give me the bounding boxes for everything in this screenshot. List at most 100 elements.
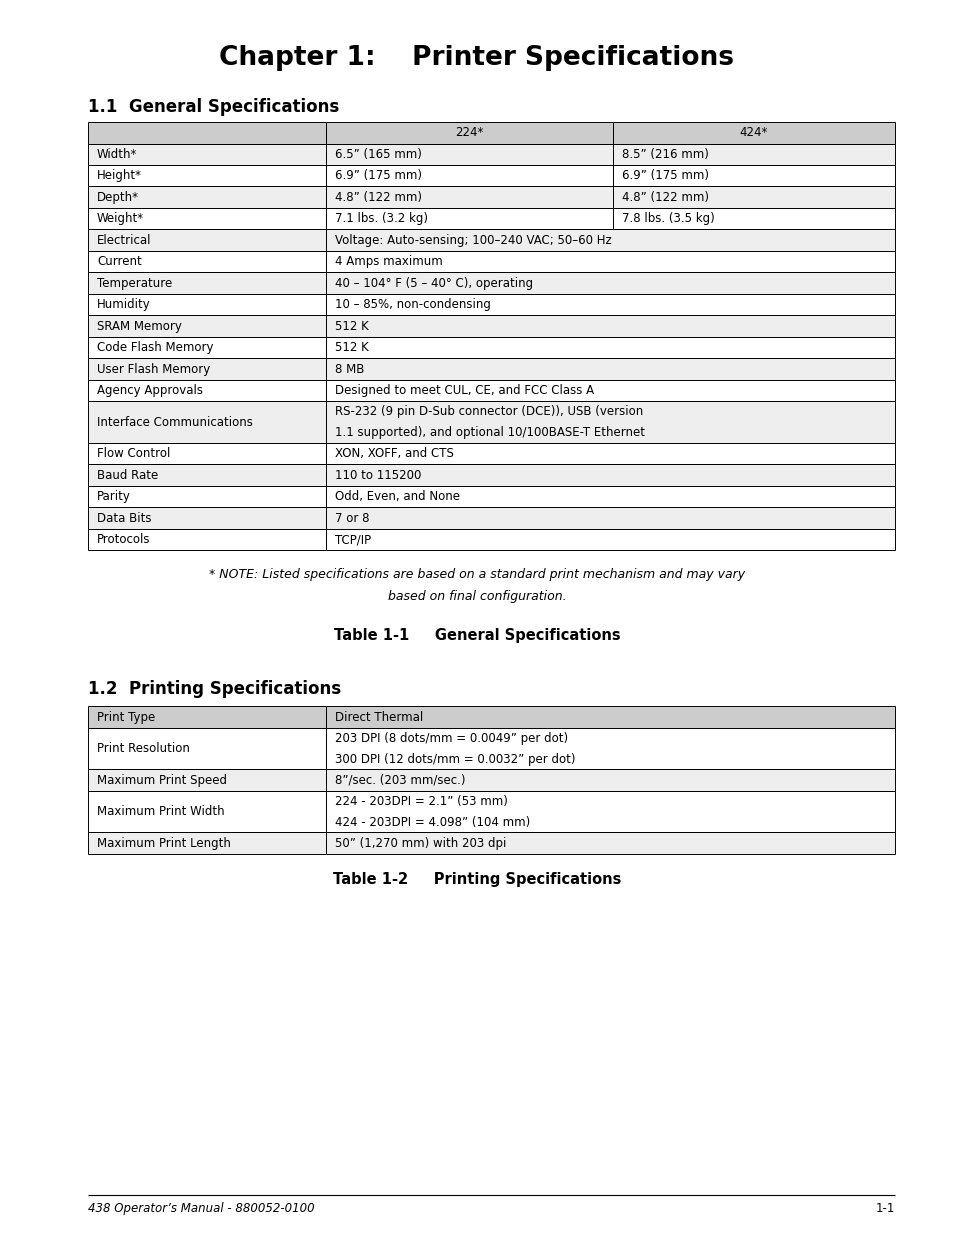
Text: TCP/IP: TCP/IP bbox=[335, 534, 371, 546]
Bar bbox=[88, 706, 326, 727]
Text: Flow Control: Flow Control bbox=[97, 447, 171, 461]
Text: Maximum Print Speed: Maximum Print Speed bbox=[97, 774, 227, 787]
Text: 438 Operator’s Manual - 880052-0100: 438 Operator’s Manual - 880052-0100 bbox=[88, 1202, 314, 1215]
Text: Width*: Width* bbox=[97, 148, 137, 161]
Bar bbox=[88, 727, 326, 769]
Text: 7.1 lbs. (3.2 kg): 7.1 lbs. (3.2 kg) bbox=[335, 212, 428, 225]
Bar bbox=[326, 401, 894, 443]
Text: Parity: Parity bbox=[97, 490, 131, 503]
Text: 110 to 115200: 110 to 115200 bbox=[335, 469, 421, 482]
Text: Direct Thermal: Direct Thermal bbox=[335, 711, 423, 724]
Text: Voltage: Auto-sensing; 100–240 VAC; 50–60 Hz: Voltage: Auto-sensing; 100–240 VAC; 50–6… bbox=[335, 233, 611, 247]
Text: 10 – 85%, non-condensing: 10 – 85%, non-condensing bbox=[335, 298, 491, 311]
Bar bbox=[88, 529, 326, 551]
Text: Table 1-1     General Specifications: Table 1-1 General Specifications bbox=[334, 629, 619, 643]
Bar bbox=[88, 143, 326, 165]
Bar bbox=[88, 186, 326, 207]
Text: 4 Amps maximum: 4 Amps maximum bbox=[335, 256, 442, 268]
Bar bbox=[326, 294, 894, 315]
Bar bbox=[612, 143, 894, 165]
Bar bbox=[612, 207, 894, 230]
Bar bbox=[88, 380, 326, 401]
Text: Interface Communications: Interface Communications bbox=[97, 416, 253, 429]
Text: Electrical: Electrical bbox=[97, 233, 152, 247]
Text: 8 MB: 8 MB bbox=[335, 363, 364, 375]
Bar bbox=[612, 165, 894, 186]
Text: 6.9” (175 mm): 6.9” (175 mm) bbox=[335, 169, 421, 183]
Text: Table 1-2     Printing Specifications: Table 1-2 Printing Specifications bbox=[333, 872, 620, 887]
Bar bbox=[326, 529, 894, 551]
Bar bbox=[88, 487, 326, 508]
Bar bbox=[326, 358, 894, 380]
Text: 8.5” (216 mm): 8.5” (216 mm) bbox=[621, 148, 708, 161]
Text: 203 DPI (8 dots/mm = 0.0049” per dot): 203 DPI (8 dots/mm = 0.0049” per dot) bbox=[335, 732, 568, 745]
Text: * NOTE: Listed specifications are based on a standard print mechanism and may va: * NOTE: Listed specifications are based … bbox=[209, 568, 744, 582]
Text: 1.2  Printing Specifications: 1.2 Printing Specifications bbox=[88, 680, 341, 699]
Text: 512 K: 512 K bbox=[335, 341, 369, 354]
Text: 4.8” (122 mm): 4.8” (122 mm) bbox=[621, 190, 708, 204]
Text: XON, XOFF, and CTS: XON, XOFF, and CTS bbox=[335, 447, 454, 461]
Text: Height*: Height* bbox=[97, 169, 142, 183]
Text: Baud Rate: Baud Rate bbox=[97, 469, 158, 482]
Text: Print Resolution: Print Resolution bbox=[97, 742, 190, 756]
Bar bbox=[88, 207, 326, 230]
Bar bbox=[326, 143, 612, 165]
Bar bbox=[326, 727, 894, 769]
Text: Humidity: Humidity bbox=[97, 298, 151, 311]
Bar bbox=[326, 165, 612, 186]
Bar bbox=[88, 464, 326, 487]
Text: 224 - 203DPI = 2.1” (53 mm): 224 - 203DPI = 2.1” (53 mm) bbox=[335, 795, 507, 808]
Bar bbox=[326, 464, 894, 487]
Bar bbox=[88, 790, 326, 832]
Text: 7 or 8: 7 or 8 bbox=[335, 511, 369, 525]
Text: Designed to meet CUL, CE, and FCC Class A: Designed to meet CUL, CE, and FCC Class … bbox=[335, 384, 594, 398]
Text: 40 – 104° F (5 – 40° C), operating: 40 – 104° F (5 – 40° C), operating bbox=[335, 277, 533, 290]
Bar bbox=[326, 443, 894, 464]
Text: 1.1  General Specifications: 1.1 General Specifications bbox=[88, 98, 339, 116]
Bar bbox=[326, 207, 612, 230]
Bar bbox=[326, 706, 894, 727]
Text: Maximum Print Length: Maximum Print Length bbox=[97, 837, 231, 850]
Bar bbox=[88, 443, 326, 464]
Bar bbox=[88, 769, 326, 790]
Bar bbox=[326, 832, 894, 853]
Text: 424*: 424* bbox=[739, 126, 767, 140]
Bar bbox=[88, 230, 326, 251]
Text: Temperature: Temperature bbox=[97, 277, 172, 290]
Text: Odd, Even, and None: Odd, Even, and None bbox=[335, 490, 459, 503]
Text: 6.5” (165 mm): 6.5” (165 mm) bbox=[335, 148, 421, 161]
Bar bbox=[88, 165, 326, 186]
Text: Depth*: Depth* bbox=[97, 190, 139, 204]
Text: Code Flash Memory: Code Flash Memory bbox=[97, 341, 213, 354]
Bar bbox=[88, 273, 326, 294]
Bar bbox=[326, 186, 612, 207]
Text: 1.1 supported), and optional 10/100BASE-T Ethernet: 1.1 supported), and optional 10/100BASE-… bbox=[335, 426, 644, 440]
Text: 8”/sec. (203 mm/sec.): 8”/sec. (203 mm/sec.) bbox=[335, 774, 465, 787]
Bar bbox=[326, 122, 612, 143]
Bar bbox=[88, 337, 326, 358]
Bar bbox=[612, 122, 894, 143]
Bar bbox=[326, 790, 894, 832]
Bar bbox=[88, 401, 326, 443]
Bar bbox=[88, 294, 326, 315]
Text: Print Type: Print Type bbox=[97, 711, 155, 724]
Text: 4.8” (122 mm): 4.8” (122 mm) bbox=[335, 190, 421, 204]
Text: SRAM Memory: SRAM Memory bbox=[97, 320, 182, 332]
Text: 224*: 224* bbox=[455, 126, 483, 140]
Bar bbox=[326, 315, 894, 337]
Bar bbox=[326, 380, 894, 401]
Text: 1-1: 1-1 bbox=[875, 1202, 894, 1215]
Text: User Flash Memory: User Flash Memory bbox=[97, 363, 210, 375]
Text: Current: Current bbox=[97, 256, 142, 268]
Bar bbox=[326, 487, 894, 508]
Text: 7.8 lbs. (3.5 kg): 7.8 lbs. (3.5 kg) bbox=[621, 212, 714, 225]
Text: Data Bits: Data Bits bbox=[97, 511, 152, 525]
Text: 512 K: 512 K bbox=[335, 320, 369, 332]
Text: 6.9” (175 mm): 6.9” (175 mm) bbox=[621, 169, 708, 183]
Text: Maximum Print Width: Maximum Print Width bbox=[97, 805, 224, 819]
Bar bbox=[326, 769, 894, 790]
Bar bbox=[326, 251, 894, 273]
Text: Protocols: Protocols bbox=[97, 534, 151, 546]
Text: Weight*: Weight* bbox=[97, 212, 144, 225]
Bar bbox=[326, 230, 894, 251]
